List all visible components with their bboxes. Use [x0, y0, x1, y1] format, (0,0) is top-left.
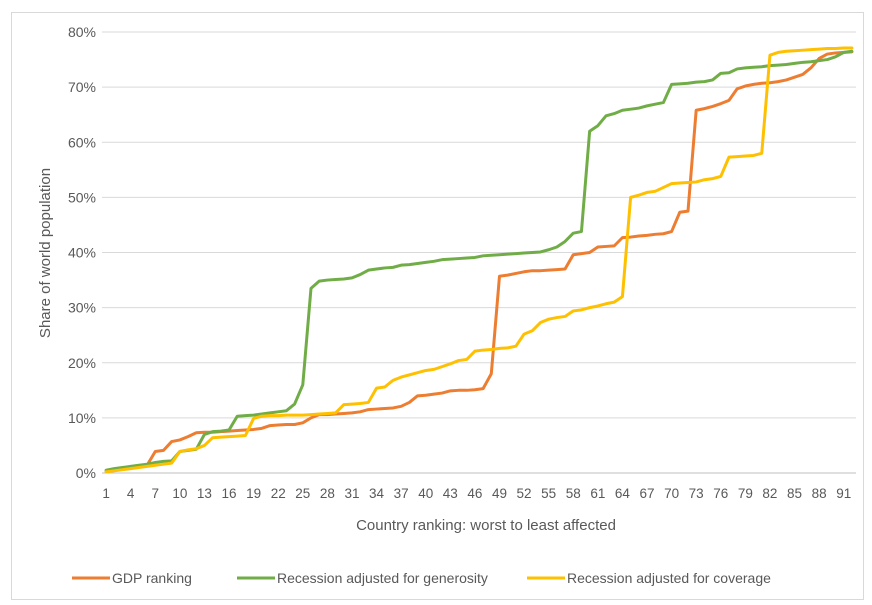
legend-label: Recession adjusted for coverage: [567, 570, 771, 586]
chart-frame: [11, 12, 864, 600]
y-axis-label: Share of world population: [37, 168, 54, 338]
legend: GDP ranking Recession adjusted for genero…: [72, 570, 771, 586]
x-tick-label: 4: [127, 486, 135, 501]
x-tick-label: 34: [369, 486, 385, 501]
x-tick-label: 73: [689, 486, 704, 501]
x-tick-label: 16: [222, 486, 237, 501]
x-tick-label: 28: [320, 486, 335, 501]
x-tick-label: 7: [152, 486, 160, 501]
x-tick-label: 40: [418, 486, 433, 501]
x-tick-label: 85: [787, 486, 802, 501]
x-tick-label: 25: [295, 486, 310, 501]
legend-item: Recession adjusted for coverage: [527, 570, 771, 586]
y-tick-label: 0%: [76, 465, 96, 481]
x-tick-label: 91: [836, 486, 851, 501]
x-tick-label: 49: [492, 486, 507, 501]
y-axis-ticks: 0% 10% 20% 30% 40% 50% 60% 70% 80%: [68, 24, 96, 481]
y-tick-label: 40%: [68, 245, 96, 261]
x-tick-label: 37: [394, 486, 409, 501]
x-tick-label: 10: [172, 486, 187, 501]
x-tick-label: 19: [246, 486, 261, 501]
x-tick-label: 76: [713, 486, 728, 501]
series-line: [104, 50, 854, 473]
x-tick-label: 13: [197, 486, 212, 501]
grid-lines: [102, 31, 856, 419]
y-tick-label: 70%: [68, 79, 96, 95]
series-line: [104, 46, 854, 474]
y-tick-label: 50%: [68, 189, 96, 205]
x-tick-label: 61: [590, 486, 605, 501]
x-tick-label: 64: [615, 486, 631, 501]
y-tick-label: 10%: [68, 410, 96, 426]
x-tick-label: 82: [762, 486, 777, 501]
x-tick-label: 52: [517, 486, 532, 501]
x-tick-label: 31: [344, 486, 359, 501]
legend-item: GDP ranking: [72, 570, 192, 586]
y-tick-label: 30%: [68, 300, 96, 316]
x-tick-label: 43: [443, 486, 458, 501]
legend-item: Recession adjusted for generosity: [237, 570, 488, 586]
legend-label: Recession adjusted for generosity: [277, 570, 488, 586]
x-tick-label: 58: [566, 486, 581, 501]
legend-label: GDP ranking: [112, 570, 192, 586]
x-tick-label: 22: [271, 486, 286, 501]
x-axis-ticks: 1 4 7 10 13 16 19 22 25 28 31 34 37 40 43 46 49 52 55 58 61 6…: [102, 486, 851, 501]
y-tick-label: 20%: [68, 355, 96, 371]
x-tick-label: 79: [738, 486, 753, 501]
x-tick-label: 67: [639, 486, 654, 501]
x-tick-label: 1: [102, 486, 110, 501]
x-axis-label: Country ranking: worst to least affected: [356, 517, 616, 534]
y-tick-label: 60%: [68, 134, 96, 150]
x-tick-label: 46: [467, 486, 482, 501]
x-tick-label: 55: [541, 486, 556, 501]
series-line: [104, 49, 854, 472]
series-lines: [104, 46, 854, 474]
y-tick-label: 80%: [68, 24, 96, 40]
x-tick-label: 70: [664, 486, 679, 501]
x-tick-label: 88: [812, 486, 827, 501]
